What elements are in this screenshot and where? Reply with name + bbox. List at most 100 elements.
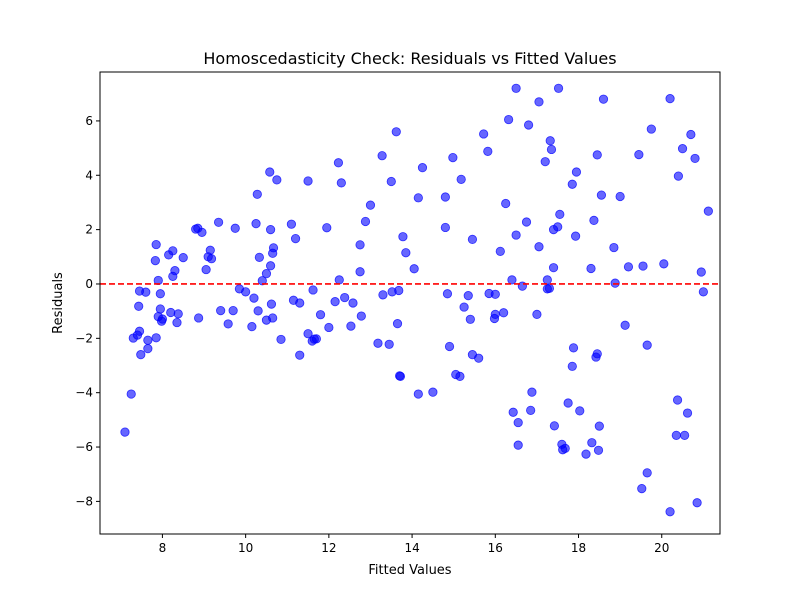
data-point — [417, 163, 428, 173]
data-point — [553, 222, 563, 232]
data-point — [571, 231, 581, 241]
data-point — [286, 219, 297, 229]
data-point — [523, 120, 534, 130]
data-point — [384, 339, 394, 349]
y-tick-label: 2 — [85, 223, 93, 237]
chart-title: Homoscedasticity Check: Residuals vs Fit… — [203, 49, 616, 68]
data-point — [170, 266, 180, 276]
data-point — [592, 150, 602, 160]
data-point — [692, 498, 702, 508]
data-point — [586, 263, 596, 274]
data-point — [553, 83, 564, 93]
data-point — [444, 341, 455, 352]
data-point — [151, 239, 161, 250]
data-point — [228, 306, 238, 316]
y-tick-label: −6 — [75, 440, 93, 454]
data-point — [150, 255, 160, 266]
data-point — [311, 334, 321, 344]
data-point — [276, 334, 286, 345]
data-point — [141, 287, 151, 297]
x-axis-ticks: 8 10 12 14 16 18 20 — [159, 534, 669, 555]
y-tick-label: −8 — [75, 494, 93, 508]
data-point — [548, 263, 559, 273]
data-point — [398, 232, 408, 242]
data-point — [532, 309, 542, 320]
y-tick-label: −2 — [75, 331, 93, 345]
data-point — [173, 309, 183, 319]
data-point — [589, 215, 599, 225]
data-point — [252, 189, 262, 199]
data-point — [575, 406, 585, 416]
data-point — [686, 129, 696, 140]
x-tick-label: 16 — [488, 541, 503, 555]
data-point — [598, 94, 609, 104]
y-axis-label: Residuals — [51, 272, 66, 334]
data-point — [615, 191, 625, 202]
data-point — [467, 234, 478, 245]
data-point — [474, 353, 484, 363]
data-point — [534, 97, 544, 107]
data-point — [567, 361, 577, 371]
data-point — [521, 217, 532, 227]
data-point — [665, 94, 675, 104]
data-point — [247, 322, 257, 332]
data-point — [490, 289, 500, 299]
data-point — [642, 340, 652, 350]
data-point — [592, 349, 602, 359]
data-point — [194, 313, 204, 323]
data-point — [391, 127, 401, 137]
x-tick-label: 20 — [654, 541, 669, 555]
data-point — [136, 350, 146, 360]
data-point — [549, 421, 559, 431]
data-point — [508, 407, 518, 417]
data-point — [513, 417, 523, 428]
data-point — [428, 387, 438, 397]
data-point — [360, 216, 371, 227]
data-point — [223, 319, 233, 329]
data-point — [197, 227, 207, 237]
data-point — [511, 230, 521, 240]
data-point — [459, 302, 469, 312]
data-point — [378, 290, 388, 300]
y-tick-label: 0 — [85, 277, 93, 291]
data-point — [440, 222, 450, 233]
data-point — [356, 311, 366, 321]
data-point — [499, 308, 509, 318]
data-point — [560, 443, 570, 453]
data-point — [593, 445, 604, 455]
data-point — [673, 171, 683, 181]
data-point — [266, 299, 277, 309]
data-point — [251, 219, 261, 229]
data-point — [290, 233, 301, 244]
data-point — [540, 157, 550, 167]
x-tick-label: 8 — [159, 541, 167, 555]
data-point — [455, 371, 465, 381]
data-point — [680, 430, 690, 440]
data-point — [315, 310, 326, 320]
data-point — [513, 440, 523, 450]
data-point — [126, 389, 136, 399]
data-point — [546, 144, 557, 155]
data-point — [206, 254, 217, 264]
data-point — [448, 153, 458, 163]
data-point — [155, 304, 165, 314]
data-point — [409, 264, 419, 274]
data-point — [295, 298, 305, 308]
data-point — [336, 178, 346, 188]
data-point — [634, 150, 644, 160]
plot-area-frame — [99, 71, 721, 535]
data-point — [544, 283, 555, 293]
data-point — [696, 267, 706, 277]
data-point — [377, 151, 387, 161]
data-point — [401, 248, 411, 258]
data-point — [526, 405, 536, 415]
data-point — [365, 200, 376, 210]
data-point — [507, 275, 517, 285]
data-point — [151, 333, 161, 343]
x-tick-label: 12 — [321, 541, 336, 555]
data-point — [568, 343, 579, 353]
data-point — [479, 129, 489, 139]
data-point — [268, 313, 278, 323]
data-point — [394, 285, 404, 296]
